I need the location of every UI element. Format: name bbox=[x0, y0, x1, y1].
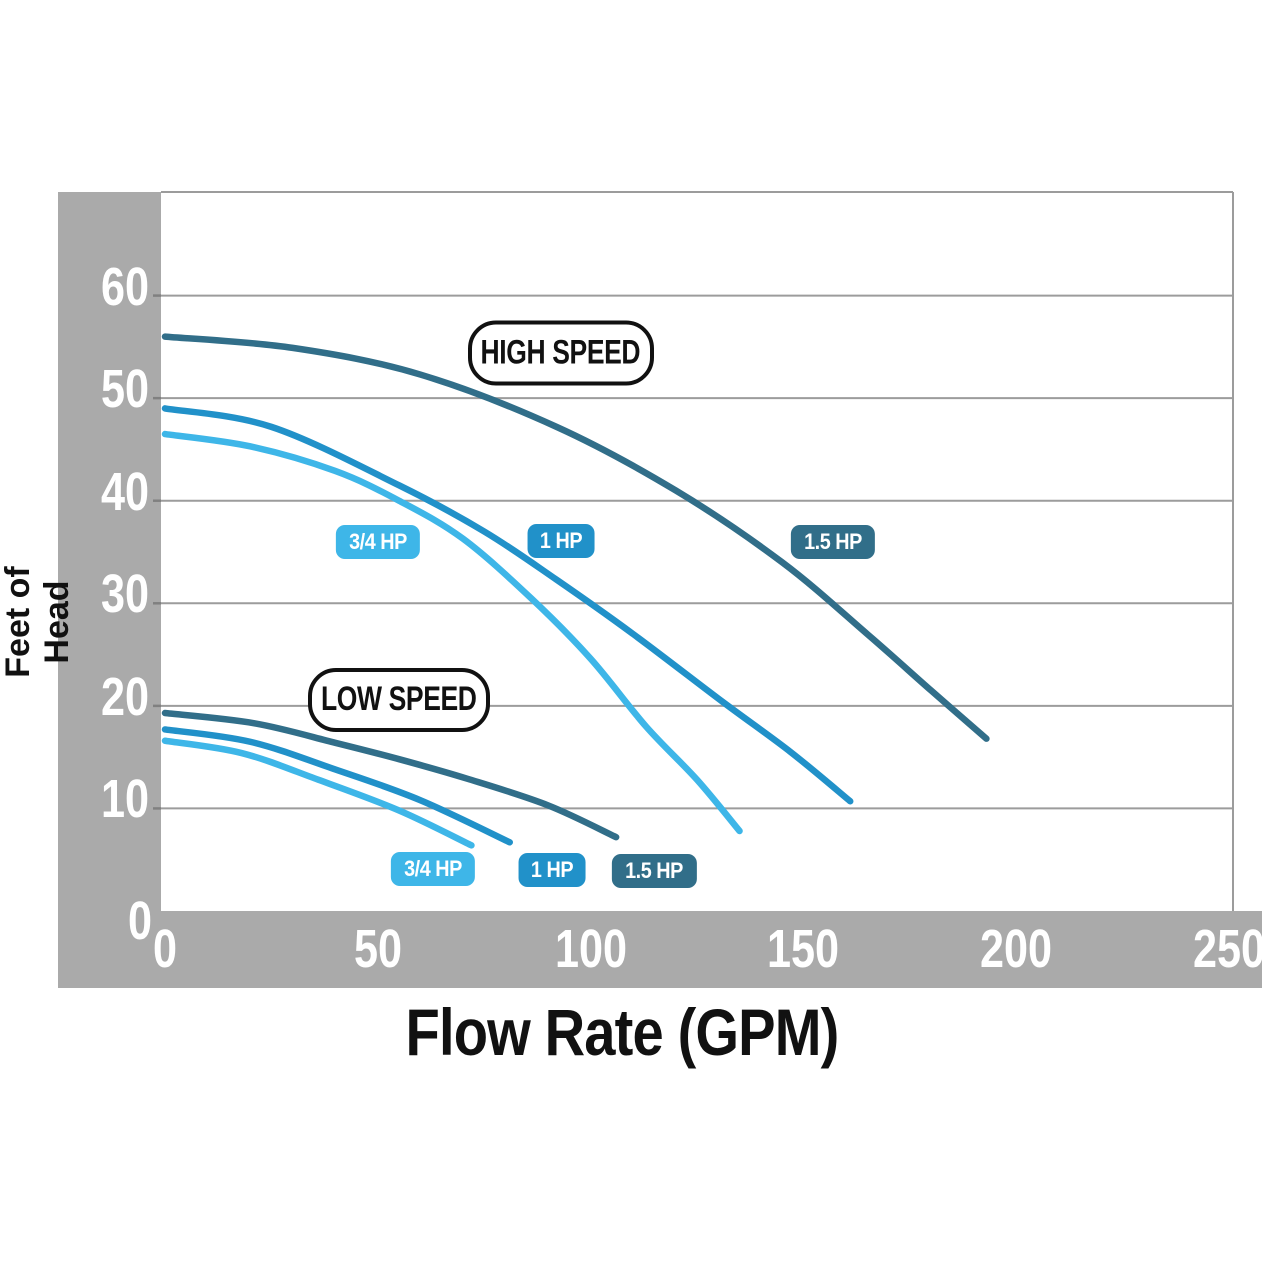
group-label-low-speed-text: LOW SPEED bbox=[321, 680, 477, 719]
x-axis-band bbox=[161, 911, 1262, 988]
x-tick-label-0: 0 bbox=[152, 919, 178, 979]
hp-badge-0-3-4-hp-text: 3/4 HP bbox=[348, 528, 407, 554]
hp-badge-1-1-hp-text: 1 HP bbox=[539, 527, 583, 553]
hp-badge-2-1-5-hp: 1.5 HP bbox=[791, 524, 876, 559]
hp-badge-3-3-4-hp: 3/4 HP bbox=[390, 851, 476, 886]
x-tick-label-150: 150 bbox=[767, 919, 840, 979]
group-label-high-speed-text: HIGH SPEED bbox=[480, 333, 641, 372]
x-axis-title: Flow Rate (GPM) bbox=[405, 995, 840, 1069]
hp-badge-1-1-hp: 1 HP bbox=[527, 523, 595, 558]
x-tick-label-100: 100 bbox=[554, 919, 627, 979]
y-tick-label-60: 60 bbox=[100, 256, 150, 317]
y-tick-label-0: 0 bbox=[127, 891, 153, 951]
y-axis-title: Feet of Head bbox=[0, 566, 76, 678]
y-axis-band bbox=[58, 192, 161, 988]
hp-badge-5-1-5-hp-text: 1.5 HP bbox=[625, 857, 684, 883]
group-label-high-speed: HIGH SPEED bbox=[467, 320, 654, 386]
x-tick-label-200: 200 bbox=[980, 919, 1053, 979]
group-label-low-speed: LOW SPEED bbox=[308, 667, 491, 732]
y-tick-label-50: 50 bbox=[100, 359, 150, 420]
y-tick-label-10: 10 bbox=[100, 769, 150, 830]
x-tick-label-250: 250 bbox=[1192, 919, 1266, 979]
hp-badge-0-3-4-hp: 3/4 HP bbox=[335, 524, 420, 559]
hp-badge-4-1-hp-text: 1 HP bbox=[531, 856, 574, 882]
hp-badge-4-1-hp: 1 HP bbox=[518, 852, 586, 887]
x-tick-label-50: 50 bbox=[353, 919, 402, 979]
y-tick-label-20: 20 bbox=[100, 666, 150, 727]
hp-badge-3-3-4-hp-text: 3/4 HP bbox=[404, 855, 463, 881]
hp-badge-5-1-5-hp: 1.5 HP bbox=[612, 853, 697, 888]
plot-area bbox=[161, 192, 1233, 911]
y-tick-label-40: 40 bbox=[100, 461, 150, 522]
y-tick-label-30: 30 bbox=[100, 564, 150, 625]
hp-badge-2-1-5-hp-text: 1.5 HP bbox=[804, 528, 863, 554]
